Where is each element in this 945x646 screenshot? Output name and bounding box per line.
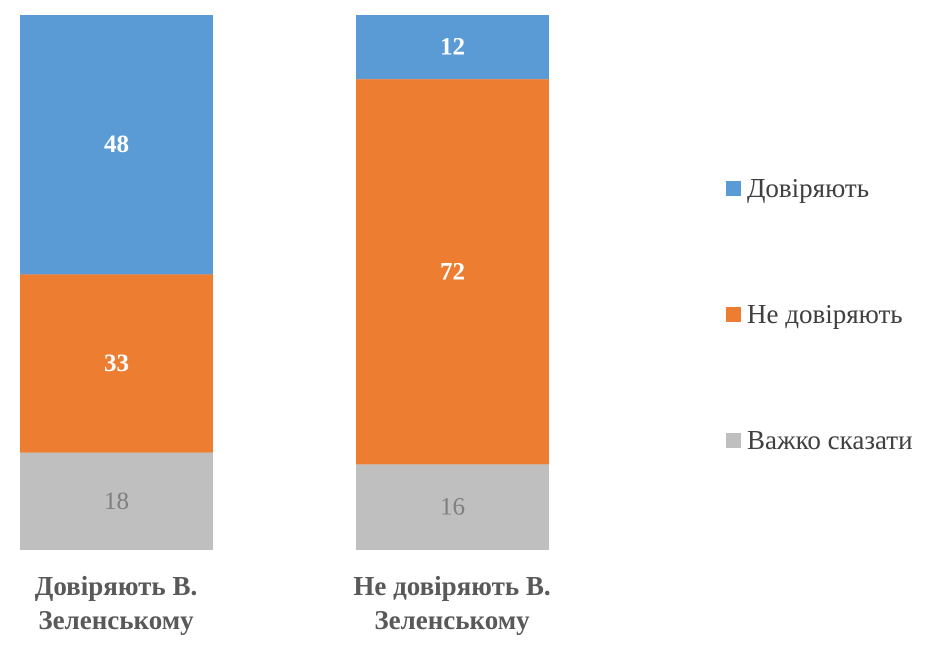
category-label-1-line-2: Зеленському <box>374 605 530 635</box>
bar-segment-hard-to-say-0 <box>20 452 213 550</box>
data-label-distrust-0: 33 <box>104 350 129 377</box>
data-label-hard-to-say-1: 16 <box>440 494 465 521</box>
legend-swatch-distrust <box>726 306 741 322</box>
bar-segment-hard-to-say-1 <box>356 464 549 550</box>
legend-swatch-hard-to-say <box>726 432 741 448</box>
bar-segment-trust-1 <box>356 15 549 80</box>
legend-label-hard-to-say: Важко сказати <box>747 424 913 455</box>
legend: Довіряють Не довіряють Важко сказати <box>726 168 913 460</box>
category-label-1-line-1: Не довіряють В. <box>353 571 551 601</box>
legend-item-trust: Довіряють <box>726 168 913 208</box>
data-label-trust-0: 48 <box>104 131 129 158</box>
data-label-hard-to-say-0: 18 <box>104 488 129 515</box>
legend-swatch-trust <box>726 180 741 196</box>
category-label-0-line-1: Довіряють В. <box>34 571 198 601</box>
data-label-trust-1: 12 <box>440 34 465 61</box>
data-label-distrust-1: 72 <box>440 258 465 285</box>
bar-segment-trust-0 <box>20 15 213 275</box>
category-label-0-line-2: Зеленському <box>38 605 194 635</box>
bar-segment-distrust-1 <box>356 79 549 465</box>
legend-item-distrust: Не довіряють <box>726 294 913 334</box>
legend-item-hard-to-say: Важко сказати <box>726 420 913 460</box>
bar-segment-distrust-0 <box>20 274 213 453</box>
category-label-1: Не довіряють В. Зеленському <box>322 569 582 637</box>
category-label-0: Довіряють В. Зеленському <box>0 569 246 637</box>
legend-label-trust: Довіряють <box>747 172 870 203</box>
legend-label-distrust: Не довіряють <box>747 298 903 329</box>
